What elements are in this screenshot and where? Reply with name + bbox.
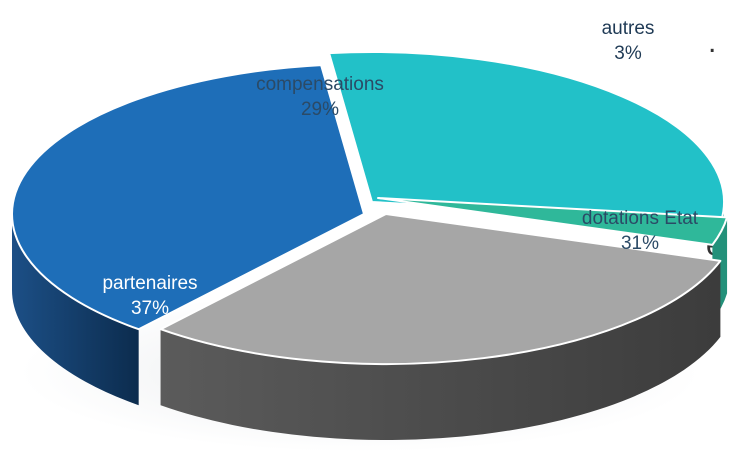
slice-percent-dotations-etat: 31% [621,233,659,254]
slice-label-compensations: compensations [256,74,384,95]
slice-percent-autres: 3% [614,43,642,64]
pie-slices [10,51,729,365]
background-text-fragment: . [708,26,716,59]
slice-percent-partenaires: 37% [131,298,169,319]
pie-slice-partenaires [10,64,365,331]
pie-side-partenaires [12,214,139,406]
pie-labels: compensations 29% autres 3% dotations Etat 31… [102,18,698,319]
slice-label-partenaires: partenaires [102,273,197,294]
pie-slice-compensations [328,51,725,223]
pie-slice-dotations-etat [159,213,722,365]
pie-slice-autres [377,197,729,246]
slice-percent-compensations: 29% [301,99,339,120]
pie-side-dotations-etat [160,260,721,441]
slice-label-autres: autres [602,18,655,39]
slice-label-dotations-etat: dotations Etat [582,208,699,229]
